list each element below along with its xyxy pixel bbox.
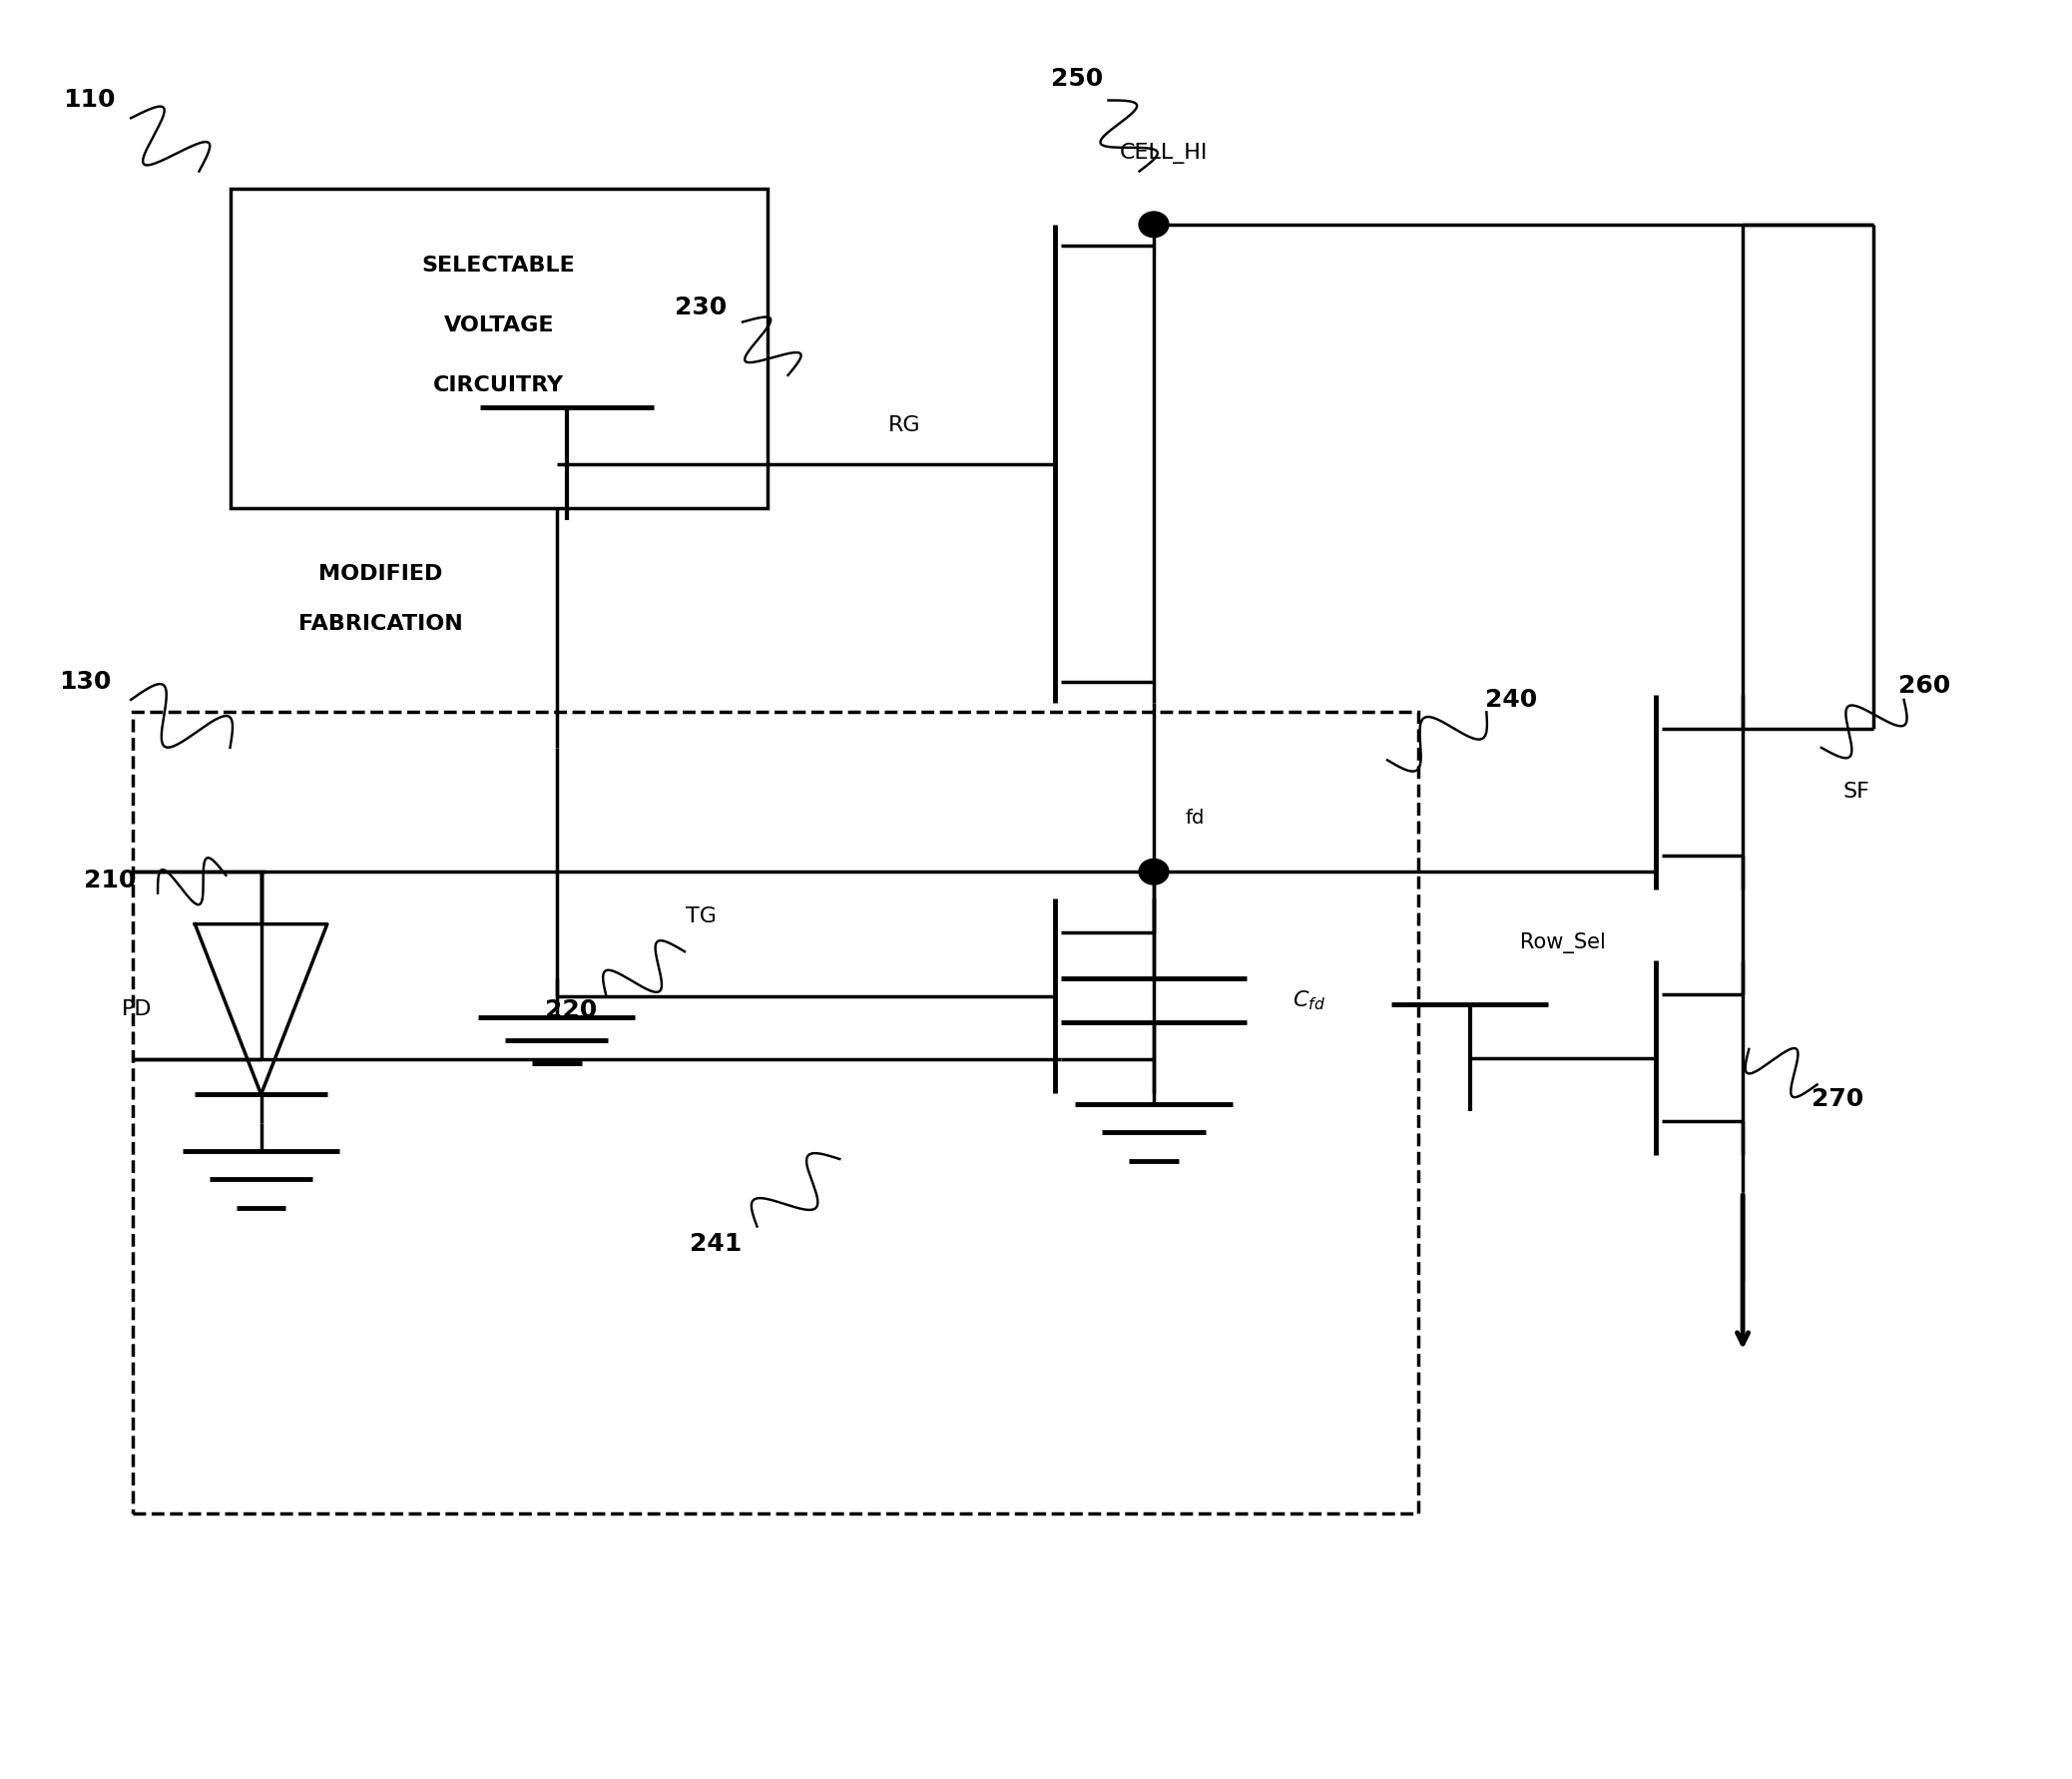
Text: 241: 241 — [690, 1233, 742, 1256]
Text: CELL_HI: CELL_HI — [1121, 142, 1208, 164]
Text: RG: RG — [887, 415, 920, 434]
Text: SELECTABLE: SELECTABLE — [423, 254, 576, 276]
Text: 130: 130 — [60, 671, 112, 694]
Text: MODIFIED: MODIFIED — [319, 564, 443, 584]
Text: 260: 260 — [1898, 674, 1950, 697]
Text: Row_Sel: Row_Sel — [1521, 932, 1606, 954]
Text: 110: 110 — [64, 89, 116, 112]
FancyBboxPatch shape — [230, 189, 767, 509]
Text: SF: SF — [1842, 783, 1869, 802]
Text: CIRCUITRY: CIRCUITRY — [433, 375, 564, 395]
Text: TG: TG — [686, 906, 717, 927]
Text: 250: 250 — [1051, 68, 1104, 91]
Circle shape — [1140, 212, 1169, 237]
Text: 220: 220 — [545, 998, 597, 1023]
Text: 270: 270 — [1811, 1087, 1865, 1110]
Text: 240: 240 — [1486, 688, 1537, 712]
Text: VOLTAGE: VOLTAGE — [443, 315, 553, 336]
Text: PD: PD — [122, 1000, 153, 1019]
Text: FABRICATION: FABRICATION — [298, 614, 464, 633]
Text: $C_{fd}$: $C_{fd}$ — [1293, 989, 1326, 1012]
Text: fd: fd — [1185, 809, 1204, 827]
Text: 210: 210 — [85, 868, 137, 893]
Circle shape — [1140, 859, 1169, 884]
Text: 230: 230 — [675, 295, 727, 320]
